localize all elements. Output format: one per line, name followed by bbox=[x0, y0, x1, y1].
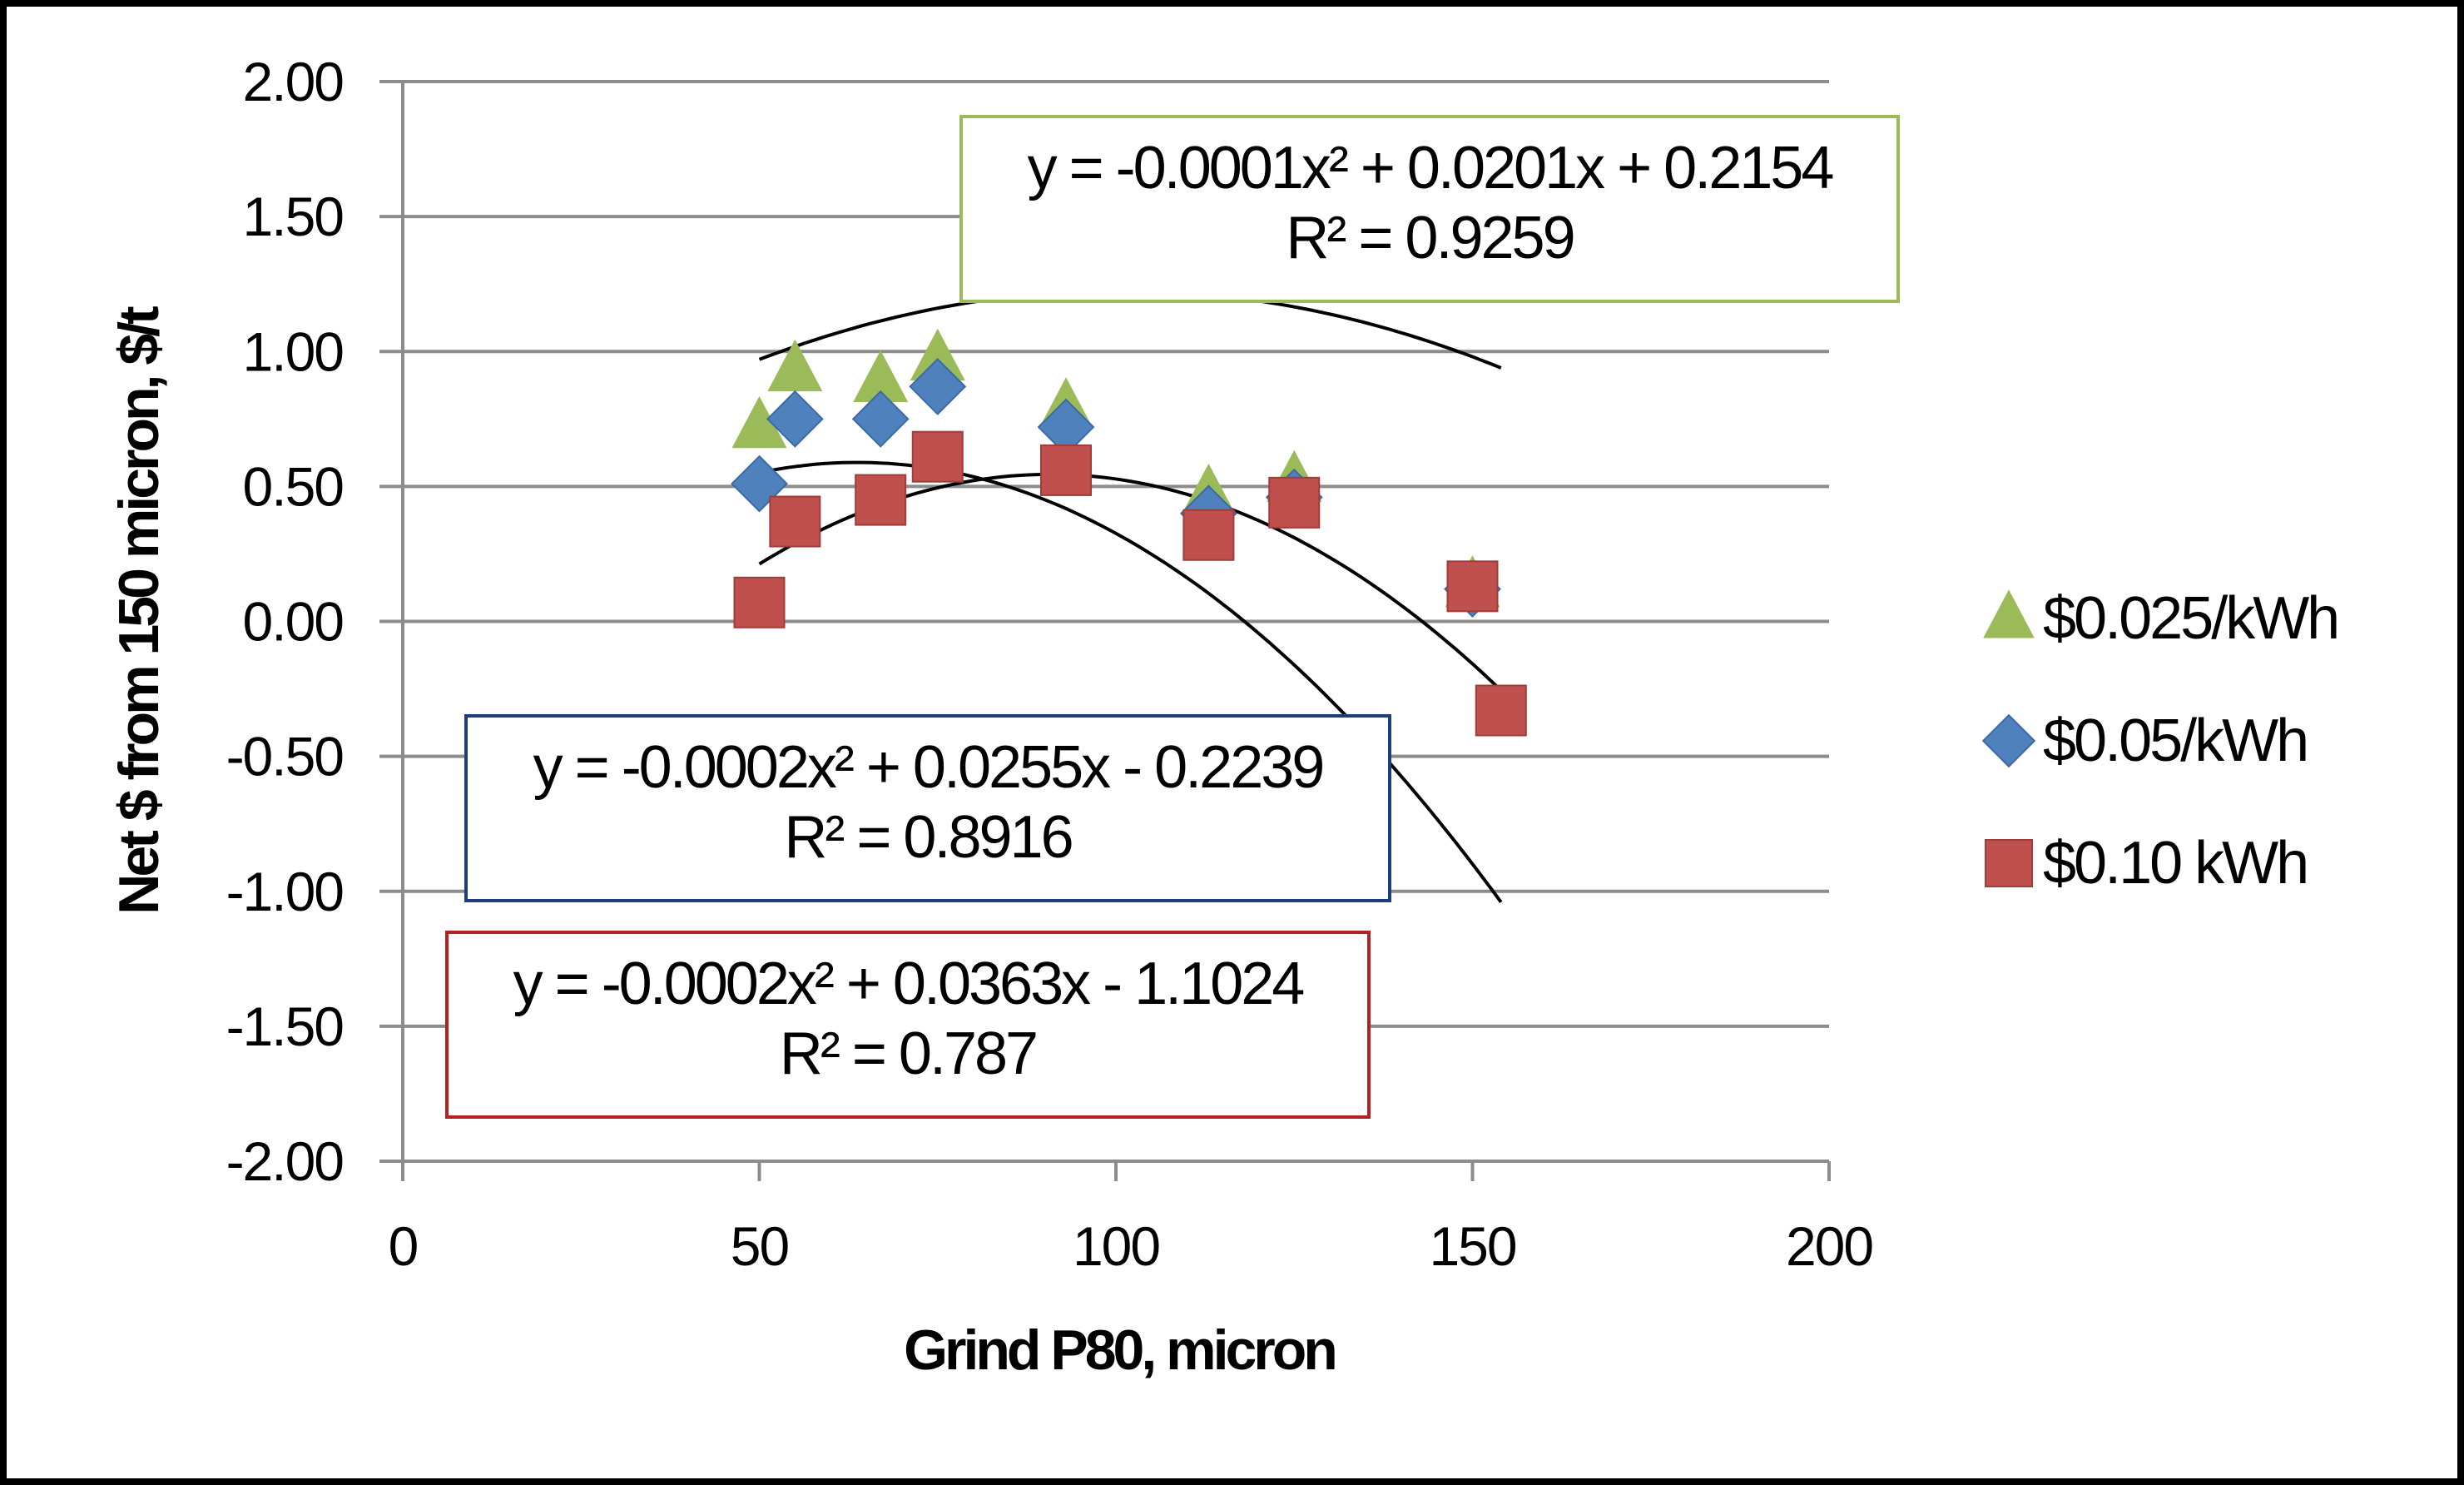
y-tick-label: 0.50 bbox=[243, 455, 344, 517]
data-point bbox=[1268, 476, 1321, 529]
trendline-equation: y = -0.0001x² + 0.0201x + 0.2154 bbox=[1028, 135, 1833, 201]
data-point bbox=[910, 328, 965, 381]
equation-box-border bbox=[445, 931, 1371, 1119]
y-axis-title: Net $ from 150 micron, $/t bbox=[107, 306, 171, 915]
x-tick-label: 200 bbox=[1786, 1215, 1872, 1277]
data-point bbox=[731, 395, 787, 449]
data-points bbox=[731, 328, 1527, 737]
data-point bbox=[855, 474, 907, 526]
legend-marker bbox=[1981, 713, 2036, 768]
data-point bbox=[733, 576, 786, 628]
equation-box-border bbox=[959, 115, 1900, 303]
data-point bbox=[851, 390, 910, 448]
y-tick-label: -1.00 bbox=[226, 861, 344, 922]
x-axis-title: Grind P80, micron bbox=[904, 1319, 1335, 1382]
legend-label: $0.05/kWh bbox=[2043, 708, 2307, 774]
data-point bbox=[766, 390, 824, 448]
data-point bbox=[1040, 444, 1093, 496]
y-tick-label: -2.00 bbox=[226, 1130, 344, 1192]
equation-box-border bbox=[464, 714, 1391, 902]
legend-label: $0.10 kWh bbox=[2043, 830, 2307, 896]
data-point bbox=[853, 350, 909, 403]
trendline-equation: y = -0.0002x² + 0.0255x - 0.2239 bbox=[533, 734, 1323, 801]
x-tick-label: 150 bbox=[1429, 1215, 1515, 1277]
y-tick-label: 0.00 bbox=[243, 591, 344, 653]
y-tick-label: 1.00 bbox=[243, 320, 344, 382]
data-point bbox=[909, 357, 967, 415]
y-tick-label: 1.50 bbox=[243, 186, 344, 247]
x-tick-label: 100 bbox=[1073, 1215, 1159, 1277]
data-point bbox=[911, 430, 964, 483]
legend: $0.025/kWh $0.05/kWh $0.10 kWh bbox=[1981, 585, 2340, 896]
series-square bbox=[733, 430, 1527, 737]
legend-label: $0.025/kWh bbox=[2043, 585, 2338, 652]
y-tick-label: -0.50 bbox=[226, 726, 344, 787]
x-tick-label: 0 bbox=[389, 1215, 418, 1277]
y-tick-label: -1.50 bbox=[226, 996, 344, 1057]
r-squared-label: R² = 0.9259 bbox=[1286, 205, 1573, 271]
r-squared-label: R² = 0.8916 bbox=[784, 804, 1071, 871]
data-point bbox=[1182, 509, 1235, 561]
legend-marker bbox=[1983, 589, 2035, 638]
axes: 2.00 1.50 1.00 0.50 0.00 -0.50 -1.00 -1.50 -2.00… bbox=[226, 51, 1875, 1277]
legend-entry: $0.05/kWh bbox=[1981, 708, 2309, 774]
trendline-equation: y = -0.0002x² + 0.0363x - 1.1024 bbox=[513, 951, 1304, 1017]
legend-marker bbox=[1985, 839, 2033, 887]
data-point bbox=[1475, 684, 1527, 737]
data-point bbox=[767, 339, 823, 392]
legend-entry: $0.025/kWh bbox=[1983, 585, 2340, 652]
y-tick-label: 2.00 bbox=[243, 51, 344, 112]
x-tick-label: 50 bbox=[731, 1215, 789, 1277]
r-squared-label: R² = 0.787 bbox=[780, 1021, 1036, 1087]
legend-entry: $0.10 kWh bbox=[1985, 830, 2309, 896]
data-point bbox=[769, 495, 821, 548]
data-point bbox=[1446, 560, 1499, 613]
